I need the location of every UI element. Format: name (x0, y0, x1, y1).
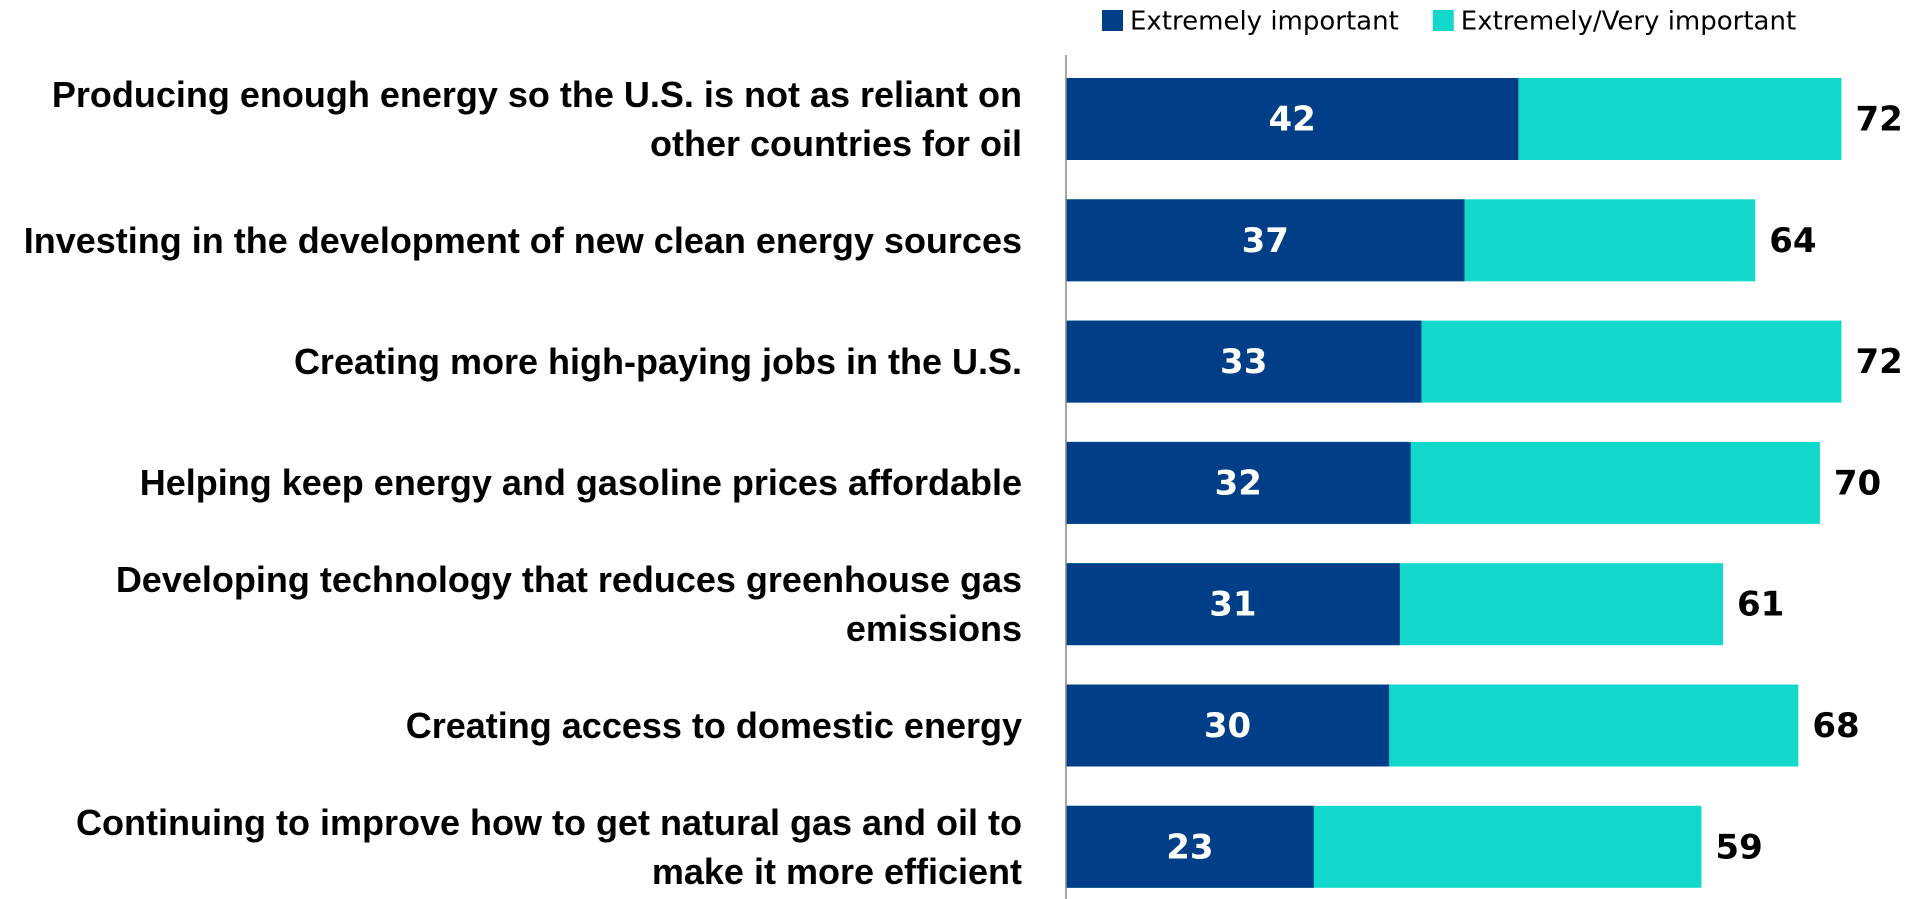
bar (1066, 563, 1400, 646)
bar (1066, 684, 1390, 767)
value-label: 30 (1204, 706, 1251, 746)
value-label: 68 (1812, 706, 1859, 746)
category-label: Continuing to improve how to get natural… (76, 801, 1022, 892)
legend-swatch (1432, 10, 1454, 31)
legend-label: Extremely important (1130, 7, 1399, 37)
legend-label: Extremely/Very important (1461, 7, 1796, 37)
category-label: Producing enough energy so the U.S. is n… (51, 74, 1022, 164)
category-label: Developing technology that reduces green… (115, 559, 1022, 650)
value-label: 64 (1769, 221, 1816, 261)
bar (1066, 320, 1422, 403)
category-label: Creating access to domestic energy (405, 705, 1022, 746)
value-label: 72 (1855, 342, 1902, 382)
value-label: 59 (1715, 827, 1762, 867)
legend-swatch (1102, 10, 1123, 31)
category-label: Investing in the development of new clea… (23, 219, 1022, 261)
value-label: 61 (1737, 585, 1784, 625)
bar (1066, 805, 1314, 888)
category-label: Helping keep energy and gasoline prices … (139, 462, 1022, 504)
bar (1066, 199, 1465, 282)
value-label: 33 (1220, 342, 1267, 382)
bar (1066, 441, 1411, 524)
category-label: Creating more high-paying jobs in the U.… (293, 341, 1022, 383)
value-label: 23 (1166, 827, 1213, 867)
value-label: 37 (1242, 221, 1289, 261)
bar (1066, 78, 1519, 160)
value-label: 32 (1215, 463, 1262, 503)
value-label: 31 (1209, 585, 1256, 625)
value-label: 42 (1269, 100, 1316, 140)
value-label: 70 (1834, 463, 1881, 503)
value-label: 72 (1855, 100, 1902, 140)
